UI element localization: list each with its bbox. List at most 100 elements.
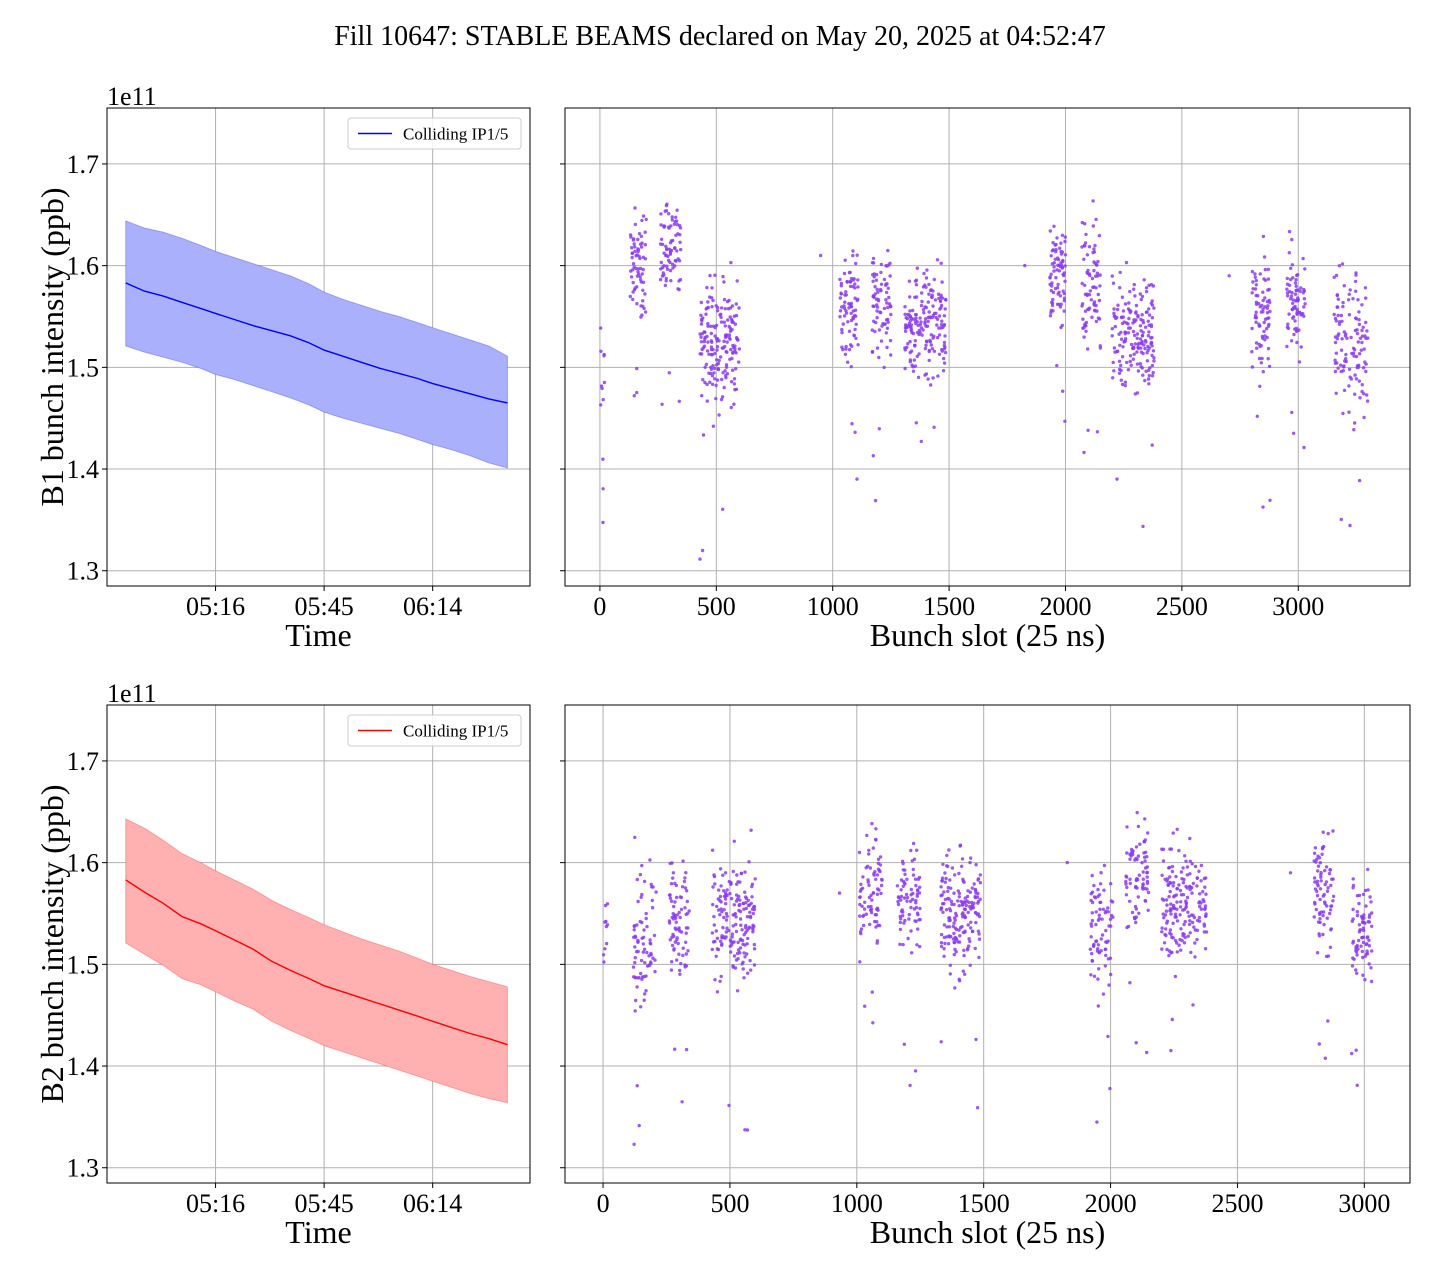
data-point [849, 305, 854, 309]
data-point [1052, 261, 1057, 265]
data-point [1340, 262, 1345, 266]
data-point [738, 917, 743, 921]
data-point [909, 349, 914, 353]
data-point [667, 371, 671, 375]
data-point [667, 893, 672, 897]
data-point [729, 260, 733, 265]
data-point [872, 319, 876, 323]
data-point [639, 958, 644, 963]
data-point [1089, 935, 1093, 939]
data-point [1143, 859, 1147, 863]
data-point [905, 899, 909, 903]
data-point [1089, 898, 1093, 903]
data-point [1255, 414, 1260, 418]
data-point [1289, 277, 1293, 282]
data-point [1110, 900, 1115, 904]
data-point [1313, 880, 1317, 884]
data-point [1151, 370, 1155, 375]
data-point [1146, 831, 1150, 835]
data-point [957, 871, 961, 876]
data-point [915, 266, 919, 270]
data-point [678, 240, 682, 244]
data-point [843, 258, 847, 262]
data-point [738, 951, 742, 955]
x-tick-label: 1000 [807, 592, 859, 621]
data-point [641, 304, 645, 308]
data-point [1083, 322, 1087, 326]
data-point [1325, 916, 1330, 920]
data-point [875, 287, 879, 292]
data-point [744, 906, 748, 911]
data-point [861, 914, 865, 918]
data-point [716, 908, 721, 912]
data-point [840, 345, 844, 349]
data-point [1292, 315, 1296, 319]
data-point [935, 258, 940, 262]
data-point [732, 402, 736, 406]
data-point [699, 322, 704, 326]
data-point [1092, 883, 1096, 888]
data-point [741, 901, 746, 906]
data-point [631, 268, 635, 272]
data-point [1126, 331, 1131, 335]
data-point [1126, 368, 1131, 372]
data-point [1302, 287, 1306, 292]
data-point [1355, 331, 1360, 336]
data-point [953, 986, 957, 990]
data-point [876, 290, 880, 294]
data-point [675, 913, 680, 917]
data-point [942, 954, 946, 958]
data-point [1108, 1086, 1112, 1091]
data-point [1134, 303, 1139, 308]
data-point [1197, 919, 1202, 923]
data-point [1250, 326, 1254, 331]
data-point [708, 380, 712, 384]
data-point [718, 979, 722, 983]
data-point [632, 928, 636, 932]
data-point [924, 305, 928, 310]
data-point [929, 333, 933, 337]
data-point [734, 915, 738, 919]
data-point [882, 306, 887, 311]
data-point [1059, 249, 1063, 254]
data-point [643, 961, 647, 965]
data-point [915, 330, 920, 335]
data-point [1100, 933, 1105, 937]
data-point [1359, 348, 1364, 352]
x-tick-label: 2500 [1211, 1189, 1263, 1218]
data-point [1175, 900, 1179, 904]
data-point [932, 349, 937, 353]
data-point [1181, 934, 1185, 938]
data-point [916, 323, 920, 328]
data-point [1351, 917, 1355, 921]
data-point [1291, 431, 1296, 435]
data-point [1061, 272, 1065, 277]
data-point [943, 871, 947, 875]
data-point [958, 934, 962, 938]
data-point [1328, 945, 1333, 949]
x-tick-label: 06:14 [403, 1189, 462, 1218]
data-point [1288, 871, 1293, 875]
data-point [750, 895, 754, 899]
data-point [741, 967, 745, 971]
data-point [1082, 335, 1086, 339]
data-point [1354, 950, 1359, 954]
data-point [1321, 913, 1325, 918]
y-tick-label: 1.3 [67, 557, 100, 586]
data-point [1188, 859, 1193, 863]
data-point [909, 929, 913, 933]
data-point [1136, 854, 1141, 858]
data-point [932, 425, 936, 429]
data-point [937, 314, 942, 318]
data-point [685, 889, 689, 893]
data-point [1095, 263, 1099, 267]
data-point [1363, 954, 1368, 958]
data-point [942, 356, 946, 361]
data-point [752, 904, 757, 909]
data-point [1353, 421, 1357, 425]
data-point [1325, 889, 1330, 893]
data-point [712, 923, 716, 927]
data-point [1350, 964, 1355, 968]
data-point [880, 324, 884, 328]
data-point [854, 336, 858, 340]
